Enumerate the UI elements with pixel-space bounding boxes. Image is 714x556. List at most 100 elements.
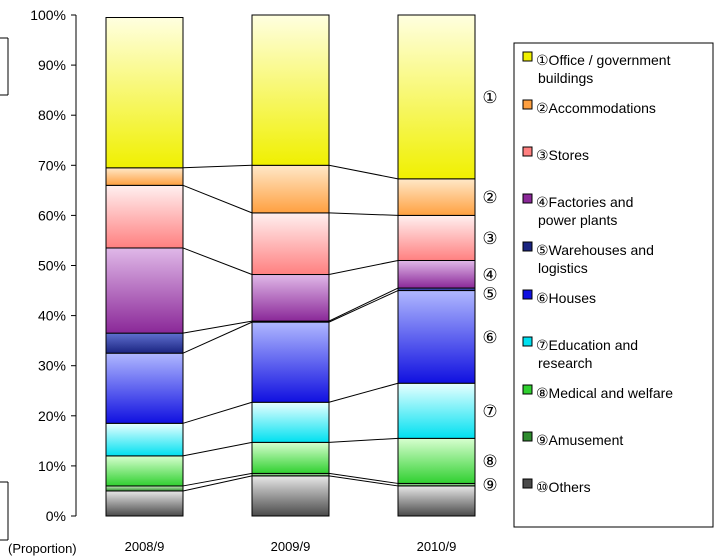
connector-line [328, 437, 399, 443]
legend-label: ③Stores [536, 147, 589, 163]
legend-swatch [522, 431, 533, 442]
legend-item: ⑦Education and research [522, 336, 638, 371]
bar-marker: ⑧ [482, 452, 497, 471]
legend-item: ⑤Warehouses and logistics [522, 241, 654, 276]
x-tick-label: 2009/9 [271, 539, 311, 554]
bar-segment [105, 17, 184, 169]
legend-label: ①Office / government [536, 52, 671, 68]
connector-line [328, 164, 399, 180]
y-tick-label: 90% [38, 57, 66, 73]
bar-segment [105, 247, 184, 334]
bar-segment [397, 290, 476, 384]
legend-item: ③Stores [522, 146, 589, 163]
connector-line [328, 472, 399, 484]
bar-segment [397, 485, 476, 517]
connector-line [182, 247, 253, 275]
legend-label: ⑨Amusement [536, 432, 623, 448]
bar-marker: ⑤ [482, 284, 497, 303]
left-frame [0, 37, 9, 541]
connector-line [182, 441, 253, 457]
bar-marker: ⑥ [482, 328, 497, 347]
legend-label: ⑩Others [536, 479, 591, 495]
legend-item: ⑩Others [522, 478, 591, 495]
connector-line [328, 212, 399, 216]
x-axis-labels: (Proportion) 2008/9 2009/9 2010/9 [8, 539, 456, 556]
legend-item: ⑨Amusement [522, 431, 623, 448]
legend-item: ①Office / government buildings [522, 51, 671, 86]
legend: ①Office / government buildings ②Accommodat… [513, 42, 714, 528]
legend-swatch [522, 193, 533, 204]
connector-line [328, 382, 399, 403]
legend-swatch [522, 336, 533, 347]
legend-label: ⑧Medical and welfare [536, 385, 673, 401]
bar-segment [251, 321, 330, 403]
bar-segment [397, 14, 476, 180]
bar-2009/9 [251, 14, 330, 517]
connector-line [182, 321, 253, 354]
bar-2010/9 [397, 14, 476, 517]
x-axis-note: (Proportion) [8, 541, 77, 556]
legend-swatch [522, 146, 533, 157]
connector-line [182, 184, 253, 214]
bar-segment [251, 441, 330, 474]
bar-segment [105, 352, 184, 424]
x-tick-label: 2010/9 [417, 539, 457, 554]
legend-swatch [522, 241, 533, 252]
bar-marker: ⑨ [482, 476, 497, 495]
bar-segment [397, 259, 476, 289]
y-axis: 0% 10% 20% 30% 40% 50% 60% 70% 80% 90% 100% [30, 7, 77, 524]
bar-segment [397, 178, 476, 216]
bar-segment [251, 475, 330, 517]
connector-line [182, 472, 253, 487]
bar-segment [397, 214, 476, 261]
bar-marker: ② [482, 188, 497, 207]
bar-segment [105, 455, 184, 487]
bar-segment [105, 422, 184, 457]
bars [105, 14, 476, 517]
bar-segment [105, 167, 184, 186]
legend-swatch [522, 478, 533, 489]
y-tick-label: 50% [38, 258, 66, 274]
y-tick-label: 100% [30, 7, 66, 23]
connector-line [328, 287, 399, 322]
y-tick-label: 60% [38, 207, 66, 223]
legend-swatch [522, 289, 533, 300]
connector-line [328, 290, 399, 323]
legend-label: ⑦Education and [536, 337, 638, 353]
bar-marker: ① [482, 88, 497, 107]
legend-item: ④Factories and power plants [522, 193, 633, 228]
y-tick-label: 10% [38, 458, 66, 474]
y-tick-label: 40% [38, 308, 66, 324]
bar-marker: ⑦ [482, 402, 497, 421]
legend-label: ②Accommodations [536, 100, 656, 116]
bar-marker: ④ [482, 265, 497, 284]
legend-label: ⑥Houses [536, 290, 596, 306]
legend-swatch [522, 384, 533, 395]
bar-segment [251, 164, 330, 214]
bar-segment [251, 212, 330, 276]
legend-label: power plants [538, 212, 617, 228]
connector-line [328, 475, 399, 487]
legend-label: buildings [538, 70, 593, 86]
legend-label: ④Factories and [536, 194, 633, 210]
y-tick-label: 70% [38, 157, 66, 173]
connector-line [182, 475, 253, 492]
x-tick-label: 2008/9 [125, 539, 165, 554]
bar-segment [397, 437, 476, 484]
y-tick-label: 20% [38, 408, 66, 424]
connector-line [182, 164, 253, 169]
legend-item: ⑥Houses [522, 289, 596, 306]
bar-segment [105, 485, 184, 492]
legend-item: ②Accommodations [522, 99, 656, 116]
legend-label: logistics [538, 260, 588, 276]
bar-2008/9 [105, 17, 184, 517]
legend-swatch [522, 51, 533, 62]
connector-line [182, 320, 253, 334]
bar-segment [397, 382, 476, 439]
connector-lines [182, 164, 399, 492]
legend-box [513, 42, 714, 528]
legend-swatch [522, 99, 533, 110]
bar-segment [105, 332, 184, 354]
y-tick-label: 30% [38, 358, 66, 374]
